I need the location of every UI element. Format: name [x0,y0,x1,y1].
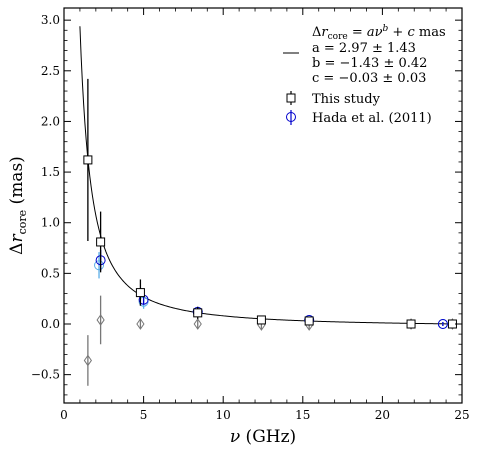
data-point-diamond [96,314,105,326]
y-tick-label: 2.0 [41,114,60,128]
x-axis-label-unit: (GHz) [240,427,296,447]
data-point-diamond [136,318,145,330]
data-point-square [304,316,314,326]
legend-eq-r: r [321,25,328,40]
data-point-square [96,237,106,247]
legend: Δrcore = aνb + c mas a = 2.97 ± 1.43 b =… [283,24,446,126]
x-axis-label: ν (GHz) [230,427,296,447]
plot-frame [63,7,463,404]
legend-hada-label: Hada et al. (2011) [312,111,432,126]
y-axis-label-r: r [7,234,27,243]
x-tick-label: 25 [454,408,469,422]
y-axis-label-delta: Δ [7,243,27,255]
y-axis-label: Δrcore (mas) [7,156,29,255]
legend-fit-b: b = −1.43 ± 0.42 [312,56,427,71]
data-points-layer [83,78,457,386]
legend-eq-delta: Δ [312,25,321,40]
y-tick-label: −0.5 [31,368,60,382]
data-point-square [406,319,416,329]
data-point-square [193,308,203,318]
data-point-circle [94,260,105,271]
legend-eq-mas: mas [415,25,446,40]
legend-eq-c: c [407,25,415,40]
x-tick-label: 10 [216,408,231,422]
y-tick-label: 3.0 [41,13,60,27]
legend-this-study-label: This study [312,92,381,107]
legend-fit-c: c = −0.03 ± 0.03 [312,71,426,86]
y-tick-label: 0.0 [41,317,60,331]
data-point-square [135,288,145,298]
data-point-diamond [83,354,92,367]
legend-eq-b: b [383,24,389,34]
data-point-circle [437,319,448,329]
ticks-layer: 0 5 10 15 20 25 −0.5 0.0 0.5 1.0 1.5 2.0 2.5 3.0 [31,8,470,422]
legend-fit-a: a = 2.97 ± 1.43 [312,41,416,56]
legend-eq-sub: core [328,32,348,42]
legend-this-study-marker [286,91,296,105]
y-tick-label: 1.0 [41,216,60,230]
legend-fit-equation: Δrcore = aνb + c mas [312,24,446,42]
x-tick-label: 5 [140,408,148,422]
x-tick-label: 15 [295,408,310,422]
x-tick-label: 20 [375,408,390,422]
data-point-diamond [193,318,202,330]
y-tick-label: 0.5 [41,266,60,280]
x-axis-label-symbol: ν [230,427,240,447]
data-point-square [83,155,93,165]
y-tick-label: 2.5 [41,64,60,78]
y-axis-label-unit: (mas) [7,156,27,210]
y-tick-label: 1.5 [41,165,60,179]
data-point-square [256,315,266,325]
legend-eq-plus: + [388,25,407,40]
legend-eq-anu: aν [367,25,383,40]
y-axis-label-subscript: core [16,210,29,235]
legend-hada-marker [286,110,296,125]
x-tick-label: 0 [60,408,68,422]
legend-eq-eq: = [348,25,367,40]
